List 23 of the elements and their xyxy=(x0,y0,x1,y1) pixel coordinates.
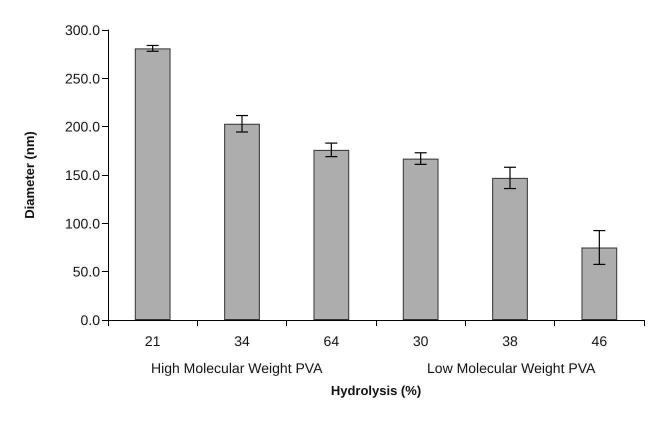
bar xyxy=(134,48,171,320)
y-tick-label: 250.0 xyxy=(64,70,100,86)
y-tick-label: 50.0 xyxy=(72,264,100,280)
y-tick-label: 150.0 xyxy=(64,167,100,183)
x-tick-label: 34 xyxy=(234,333,250,349)
y-axis-title: Diameter (nm) xyxy=(22,131,37,219)
x-tick-label: 64 xyxy=(324,333,340,349)
bar xyxy=(224,124,260,320)
y-tick-label: 200.0 xyxy=(64,118,100,135)
x-tick-label: 21 xyxy=(144,333,161,349)
x-axis-title: Hydrolysis (%) xyxy=(330,383,422,398)
y-tick-label: 300.0 xyxy=(64,22,100,38)
text: Low Molecular Weight PVA xyxy=(427,360,596,376)
y-tick-label: 100.0 xyxy=(64,215,100,232)
bar xyxy=(313,150,350,320)
bar xyxy=(492,178,528,320)
y-tick-label: 0.0 xyxy=(80,312,100,328)
bar xyxy=(402,158,439,320)
x-tick-label: 30 xyxy=(412,333,429,349)
x-tick-label: 38 xyxy=(502,333,518,349)
x-tick-label: 46 xyxy=(592,333,608,349)
text: High Molecular Weight PVA xyxy=(151,360,324,376)
bar xyxy=(581,248,618,320)
